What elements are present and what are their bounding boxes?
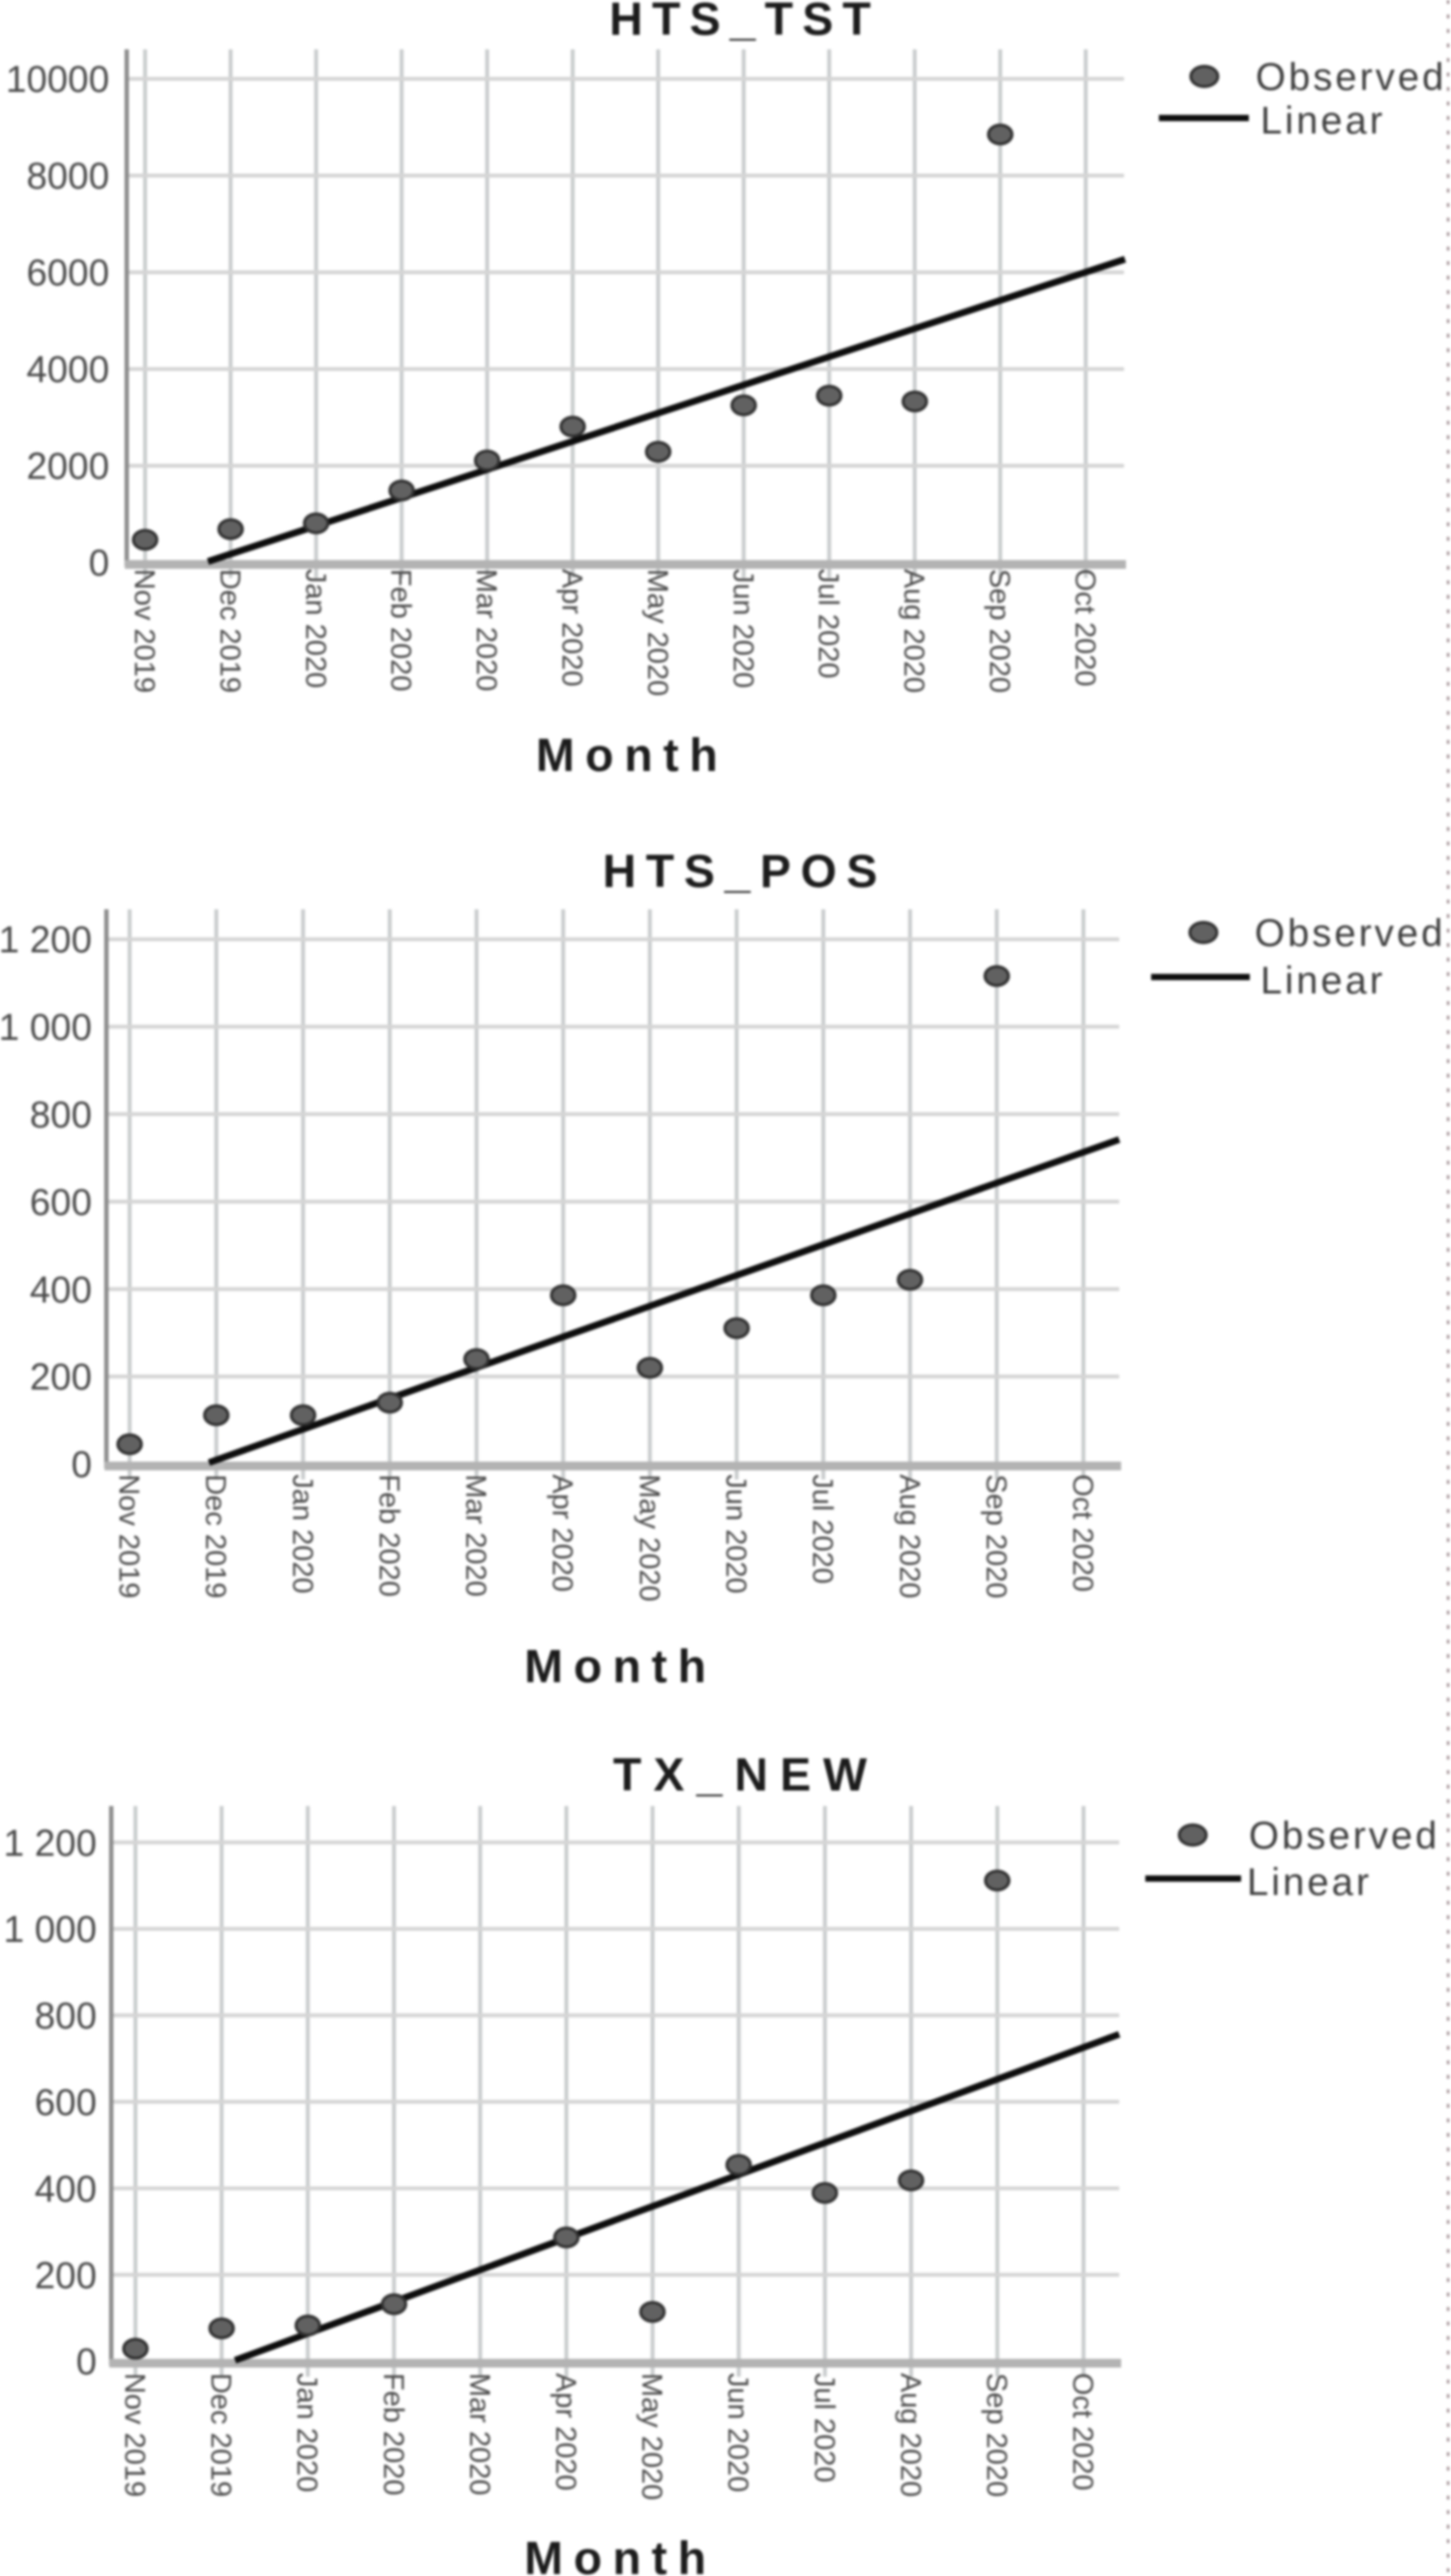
svg-text:Dec 2019: Dec 2019 (205, 2373, 237, 2497)
svg-text:Mar 2020: Mar 2020 (470, 569, 502, 692)
svg-text:May 2020: May 2020 (636, 2373, 667, 2501)
svg-text:4000: 4000 (26, 349, 109, 391)
svg-text:1 200: 1 200 (4, 1822, 97, 1864)
svg-text:Jul 2020: Jul 2020 (807, 1474, 839, 1584)
svg-text:Sep 2020: Sep 2020 (984, 569, 1016, 693)
svg-text:Oct 2020: Oct 2020 (1067, 1474, 1099, 1592)
svg-text:Linear: Linear (1247, 1861, 1372, 1904)
svg-text:Feb 2020: Feb 2020 (372, 1474, 404, 1597)
svg-text:Jun 2020: Jun 2020 (722, 2373, 754, 2492)
svg-text:Aug 2020: Aug 2020 (894, 2373, 926, 2497)
svg-text:400: 400 (30, 1269, 92, 1311)
svg-text:Apr 2020: Apr 2020 (547, 1474, 578, 1592)
svg-text:Month: Month (524, 2533, 717, 2576)
svg-text:Dec 2019: Dec 2019 (214, 569, 246, 693)
svg-text:0: 0 (89, 543, 109, 584)
svg-text:Observed: Observed (1256, 56, 1446, 99)
svg-text:Oct 2020: Oct 2020 (1069, 569, 1101, 687)
svg-text:Jun 2020: Jun 2020 (726, 569, 758, 688)
svg-text:0: 0 (72, 1444, 92, 1486)
svg-text:800: 800 (35, 1996, 97, 2037)
svg-text:1 000: 1 000 (0, 1007, 92, 1049)
svg-text:Jan 2020: Jan 2020 (291, 2373, 323, 2492)
svg-text:TX_NEW: TX_NEW (613, 1750, 879, 1801)
svg-text:Jul 2020: Jul 2020 (808, 2373, 840, 2482)
svg-text:Jun 2020: Jun 2020 (720, 1474, 752, 1593)
svg-text:Feb 2020: Feb 2020 (385, 569, 417, 692)
svg-text:Nov 2019: Nov 2019 (113, 1474, 145, 1598)
svg-text:Linear: Linear (1260, 100, 1385, 142)
svg-text:Observed: Observed (1249, 1815, 1439, 1857)
svg-text:0: 0 (76, 2342, 97, 2384)
svg-text:10000: 10000 (6, 59, 109, 101)
svg-text:600: 600 (35, 2083, 97, 2124)
svg-text:HTS_TST: HTS_TST (609, 0, 880, 45)
svg-text:Aug 2020: Aug 2020 (893, 1474, 925, 1598)
svg-text:400: 400 (35, 2169, 97, 2210)
svg-text:Nov 2019: Nov 2019 (129, 569, 161, 693)
svg-text:2000: 2000 (26, 446, 109, 488)
svg-text:Sep 2020: Sep 2020 (980, 1474, 1012, 1598)
svg-text:6000: 6000 (26, 252, 109, 294)
svg-text:Mar 2020: Mar 2020 (459, 1474, 491, 1597)
svg-text:800: 800 (30, 1095, 92, 1137)
svg-text:Nov 2019: Nov 2019 (119, 2373, 151, 2497)
svg-text:Month: Month (536, 730, 728, 782)
svg-text:Oct 2020: Oct 2020 (1067, 2373, 1099, 2491)
svg-text:May 2020: May 2020 (633, 1474, 665, 1602)
svg-text:200: 200 (30, 1357, 92, 1399)
svg-text:8000: 8000 (26, 156, 109, 197)
svg-text:1 000: 1 000 (4, 1910, 97, 1951)
svg-text:Apr 2020: Apr 2020 (549, 2373, 581, 2491)
svg-text:200: 200 (35, 2255, 97, 2296)
svg-text:HTS_POS: HTS_POS (603, 846, 887, 898)
svg-text:Feb 2020: Feb 2020 (377, 2373, 409, 2496)
svg-text:Apr 2020: Apr 2020 (556, 569, 588, 687)
svg-text:Jan 2020: Jan 2020 (286, 1474, 318, 1593)
svg-text:Jan 2020: Jan 2020 (299, 569, 331, 688)
svg-text:Observed: Observed (1255, 912, 1445, 955)
svg-text:Dec 2019: Dec 2019 (199, 1474, 231, 1598)
svg-text:Linear: Linear (1260, 960, 1385, 1002)
svg-text:1 200: 1 200 (0, 920, 92, 962)
svg-text:600: 600 (30, 1182, 92, 1224)
svg-text:Aug 2020: Aug 2020 (898, 569, 930, 693)
svg-text:Jul 2020: Jul 2020 (813, 569, 844, 678)
svg-text:Month: Month (524, 1642, 717, 1693)
svg-text:Sep 2020: Sep 2020 (981, 2373, 1013, 2497)
svg-text:Mar 2020: Mar 2020 (463, 2373, 495, 2496)
svg-text:May 2020: May 2020 (641, 569, 673, 696)
